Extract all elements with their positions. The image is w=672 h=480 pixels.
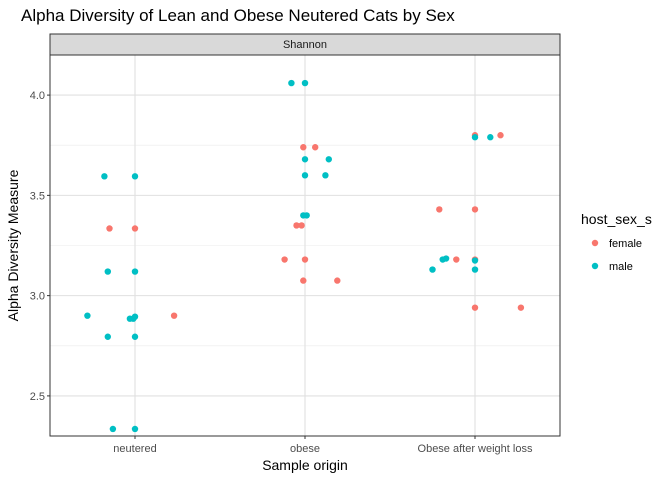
data-point-female [334, 277, 341, 284]
data-point-male [301, 79, 309, 87]
data-point-male [471, 266, 479, 273]
data-points [84, 79, 525, 433]
data-point-female [131, 225, 139, 232]
data-point-female [300, 277, 307, 284]
data-point-male [131, 425, 139, 433]
legend-label-male: male [609, 261, 633, 273]
y-axis: 2.5 3.0 3.5 4.0 [30, 90, 50, 403]
data-point-male [131, 313, 139, 320]
legend-title: host_sex_s [581, 211, 652, 227]
data-point-female [436, 206, 443, 213]
data-point-female [281, 256, 288, 263]
data-point-female [471, 304, 479, 311]
data-point-male [322, 172, 329, 179]
data-point-female [298, 222, 305, 229]
legend-entries: female male [591, 238, 642, 273]
grid-lines [50, 55, 560, 436]
facet-strip-label: Shannon [283, 39, 327, 51]
data-point-male [104, 333, 112, 340]
data-point-female [301, 256, 309, 263]
data-point-male [104, 268, 112, 275]
legend: host_sex_s female male [581, 211, 652, 273]
data-point-male [471, 257, 479, 264]
data-point-female [453, 256, 460, 263]
data-point-male [101, 173, 108, 180]
legend-key-female [591, 239, 599, 247]
data-point-female [312, 144, 319, 151]
data-point-female [300, 144, 307, 151]
data-point-female [497, 132, 504, 139]
data-point-male [84, 312, 91, 319]
data-point-female [106, 225, 113, 232]
legend-label-female: female [609, 238, 642, 250]
data-point-male [303, 212, 310, 219]
data-point-female [517, 304, 525, 311]
data-point-male [471, 134, 479, 141]
y-tick-label: 3.0 [30, 291, 45, 303]
data-point-male [301, 172, 309, 179]
data-point-male [131, 173, 139, 180]
y-tick-label: 4.0 [30, 90, 45, 102]
x-axis: neutered obese Obese after weight loss [113, 436, 533, 455]
y-tick-label: 2.5 [30, 391, 45, 403]
data-point-male [487, 134, 494, 141]
x-tick-label: neutered [113, 443, 156, 455]
data-point-male [109, 425, 117, 433]
data-point-male [429, 266, 436, 273]
data-point-male [442, 255, 450, 262]
data-point-male [301, 156, 309, 163]
x-tick-label: Obese after weight loss [418, 443, 533, 455]
data-point-male [131, 333, 139, 340]
data-point-male [288, 79, 295, 87]
data-point-male [325, 156, 332, 163]
legend-key-male [591, 262, 599, 270]
data-point-female [471, 206, 479, 213]
chart-title: Alpha Diversity of Lean and Obese Neuter… [21, 6, 455, 25]
y-tick-label: 3.5 [30, 190, 45, 202]
data-point-male [131, 268, 139, 275]
x-axis-title: Sample origin [262, 457, 348, 473]
y-axis-title: Alpha Diversity Measure [5, 169, 21, 321]
x-tick-label: obese [290, 443, 320, 455]
data-point-female [293, 222, 300, 229]
data-point-female [170, 312, 178, 319]
